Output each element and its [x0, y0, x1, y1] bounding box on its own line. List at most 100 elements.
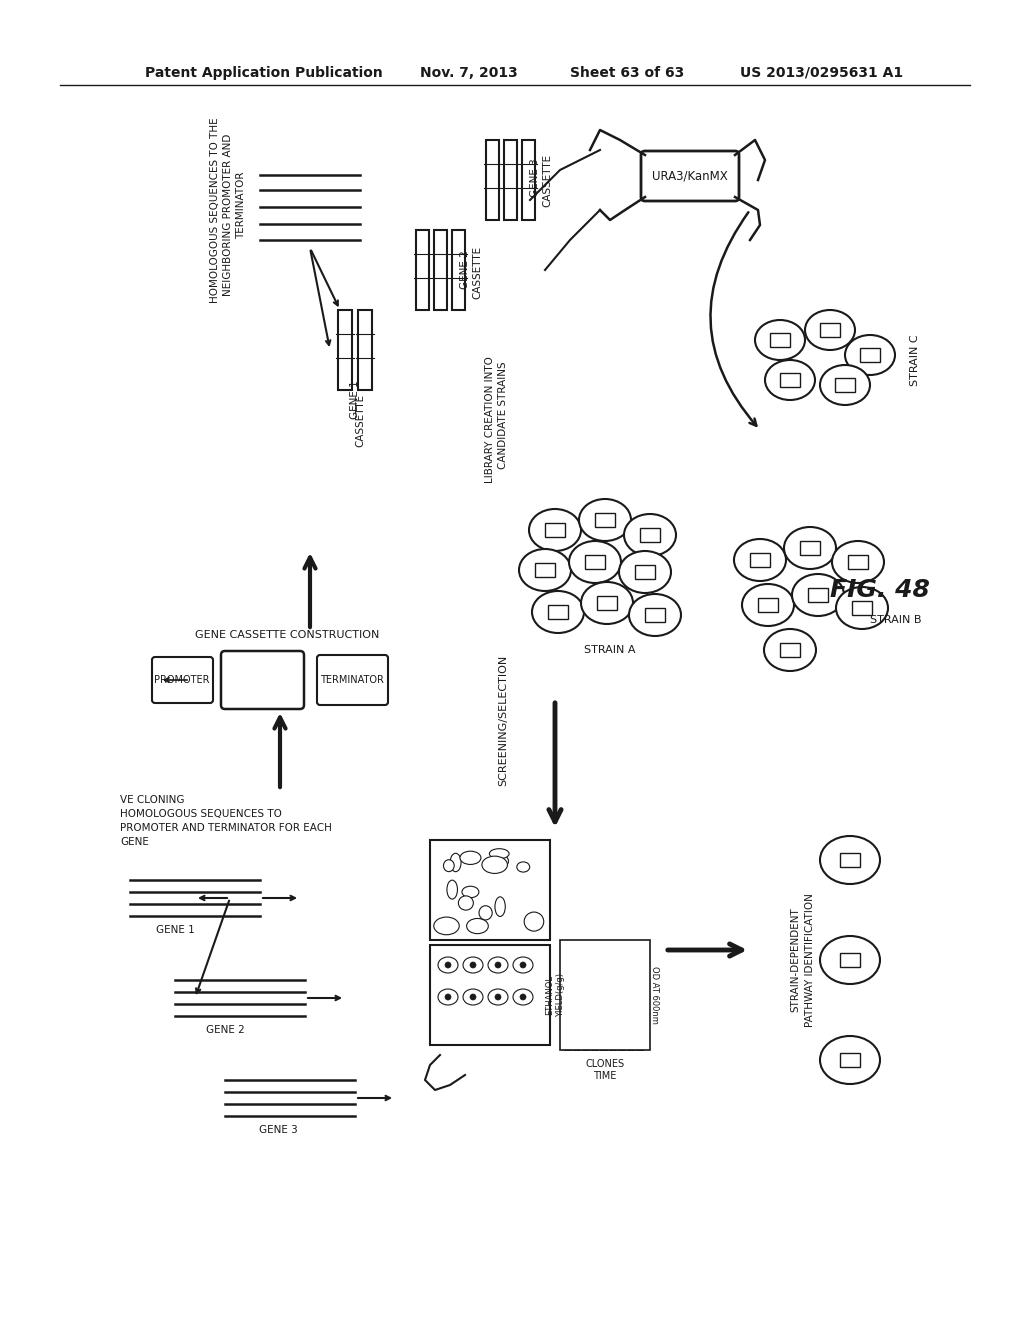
Ellipse shape — [524, 912, 544, 931]
Ellipse shape — [463, 989, 483, 1005]
Bar — [636, 1001, 643, 1049]
FancyBboxPatch shape — [221, 651, 304, 709]
Bar — [600, 1005, 607, 1049]
Ellipse shape — [513, 989, 534, 1005]
Ellipse shape — [569, 541, 621, 583]
Bar — [564, 1014, 571, 1049]
Ellipse shape — [459, 896, 473, 909]
FancyBboxPatch shape — [585, 554, 605, 569]
FancyBboxPatch shape — [770, 333, 790, 347]
FancyBboxPatch shape — [860, 348, 880, 362]
Ellipse shape — [579, 499, 631, 541]
Text: GENE 3: GENE 3 — [530, 158, 540, 198]
Ellipse shape — [624, 513, 676, 556]
Text: Sheet 63 of 63: Sheet 63 of 63 — [570, 66, 684, 81]
FancyBboxPatch shape — [433, 230, 446, 310]
FancyBboxPatch shape — [416, 230, 428, 310]
Text: GENE 3: GENE 3 — [259, 1125, 297, 1135]
Ellipse shape — [820, 836, 880, 884]
Ellipse shape — [755, 319, 805, 360]
Text: GENE 2: GENE 2 — [206, 1026, 245, 1035]
Ellipse shape — [495, 994, 501, 1001]
Ellipse shape — [460, 851, 481, 865]
FancyBboxPatch shape — [430, 840, 550, 940]
Bar — [582, 1019, 589, 1049]
Bar — [591, 987, 598, 1049]
Ellipse shape — [446, 880, 458, 899]
Text: URA3/KanMX: URA3/KanMX — [652, 169, 728, 182]
Text: GENE 1: GENE 1 — [156, 925, 195, 935]
Text: PATHWAY IDENTIFICATION: PATHWAY IDENTIFICATION — [805, 894, 815, 1027]
FancyBboxPatch shape — [560, 940, 650, 1049]
Bar — [618, 1010, 625, 1049]
Ellipse shape — [489, 849, 509, 859]
FancyBboxPatch shape — [780, 374, 800, 387]
Bar — [609, 978, 616, 1049]
Text: TERMINATOR: TERMINATOR — [321, 675, 384, 685]
Text: PROMOTER: PROMOTER — [155, 675, 210, 685]
FancyBboxPatch shape — [548, 605, 568, 619]
Ellipse shape — [784, 527, 836, 569]
FancyBboxPatch shape — [840, 953, 860, 968]
Ellipse shape — [820, 936, 880, 983]
FancyBboxPatch shape — [640, 528, 660, 543]
Ellipse shape — [520, 962, 526, 968]
FancyBboxPatch shape — [535, 564, 555, 577]
Ellipse shape — [529, 510, 581, 550]
Text: HOMOLOGOUS SEQUENCES TO THE: HOMOLOGOUS SEQUENCES TO THE — [210, 117, 220, 302]
Text: OD AT 600nm: OD AT 600nm — [650, 966, 659, 1024]
Text: TERMINATOR: TERMINATOR — [236, 172, 246, 239]
FancyBboxPatch shape — [635, 565, 655, 579]
FancyBboxPatch shape — [504, 140, 516, 220]
Text: ETHANOL
YIELD(g/g): ETHANOL YIELD(g/g) — [546, 973, 564, 1016]
Text: CANDIDATE STRAINS: CANDIDATE STRAINS — [498, 362, 508, 469]
Text: FIG. 48: FIG. 48 — [830, 578, 930, 602]
FancyBboxPatch shape — [595, 513, 615, 527]
FancyBboxPatch shape — [780, 643, 800, 657]
Text: VE CLONING: VE CLONING — [120, 795, 184, 805]
FancyBboxPatch shape — [840, 1053, 860, 1067]
FancyBboxPatch shape — [808, 587, 828, 602]
Text: US 2013/0295631 A1: US 2013/0295631 A1 — [740, 66, 903, 81]
Text: Nov. 7, 2013: Nov. 7, 2013 — [420, 66, 518, 81]
FancyBboxPatch shape — [645, 609, 665, 622]
Ellipse shape — [520, 994, 526, 1001]
FancyBboxPatch shape — [840, 853, 860, 867]
FancyBboxPatch shape — [800, 541, 820, 554]
Ellipse shape — [438, 957, 458, 973]
Text: STRAIN B: STRAIN B — [870, 615, 922, 624]
FancyBboxPatch shape — [317, 655, 388, 705]
Text: PROMOTER AND TERMINATOR FOR EACH: PROMOTER AND TERMINATOR FOR EACH — [120, 822, 332, 833]
Bar — [627, 991, 634, 1049]
Text: GENE CASSETTE CONSTRUCTION: GENE CASSETTE CONSTRUCTION — [195, 630, 379, 640]
FancyBboxPatch shape — [758, 598, 778, 612]
Ellipse shape — [462, 886, 479, 898]
Ellipse shape — [482, 857, 508, 874]
Ellipse shape — [513, 957, 534, 973]
Ellipse shape — [451, 853, 461, 871]
FancyBboxPatch shape — [597, 597, 617, 610]
Ellipse shape — [443, 859, 455, 871]
FancyBboxPatch shape — [152, 657, 213, 704]
Ellipse shape — [445, 994, 451, 1001]
Text: CLONES: CLONES — [586, 1059, 625, 1069]
Text: STRAIN-DEPENDENT: STRAIN-DEPENDENT — [790, 908, 800, 1012]
Ellipse shape — [618, 550, 671, 593]
FancyBboxPatch shape — [358, 310, 372, 389]
Ellipse shape — [765, 360, 815, 400]
Ellipse shape — [764, 630, 816, 671]
Ellipse shape — [517, 862, 529, 873]
FancyBboxPatch shape — [848, 554, 868, 569]
Ellipse shape — [495, 896, 505, 916]
FancyBboxPatch shape — [641, 150, 739, 201]
Ellipse shape — [820, 1036, 880, 1084]
Text: Patent Application Publication: Patent Application Publication — [145, 66, 383, 81]
Ellipse shape — [742, 583, 794, 626]
Ellipse shape — [463, 957, 483, 973]
Ellipse shape — [792, 574, 844, 616]
Ellipse shape — [532, 591, 584, 634]
Ellipse shape — [434, 917, 459, 935]
Ellipse shape — [488, 957, 508, 973]
Ellipse shape — [438, 989, 458, 1005]
Text: CASSETTE: CASSETTE — [355, 393, 365, 446]
